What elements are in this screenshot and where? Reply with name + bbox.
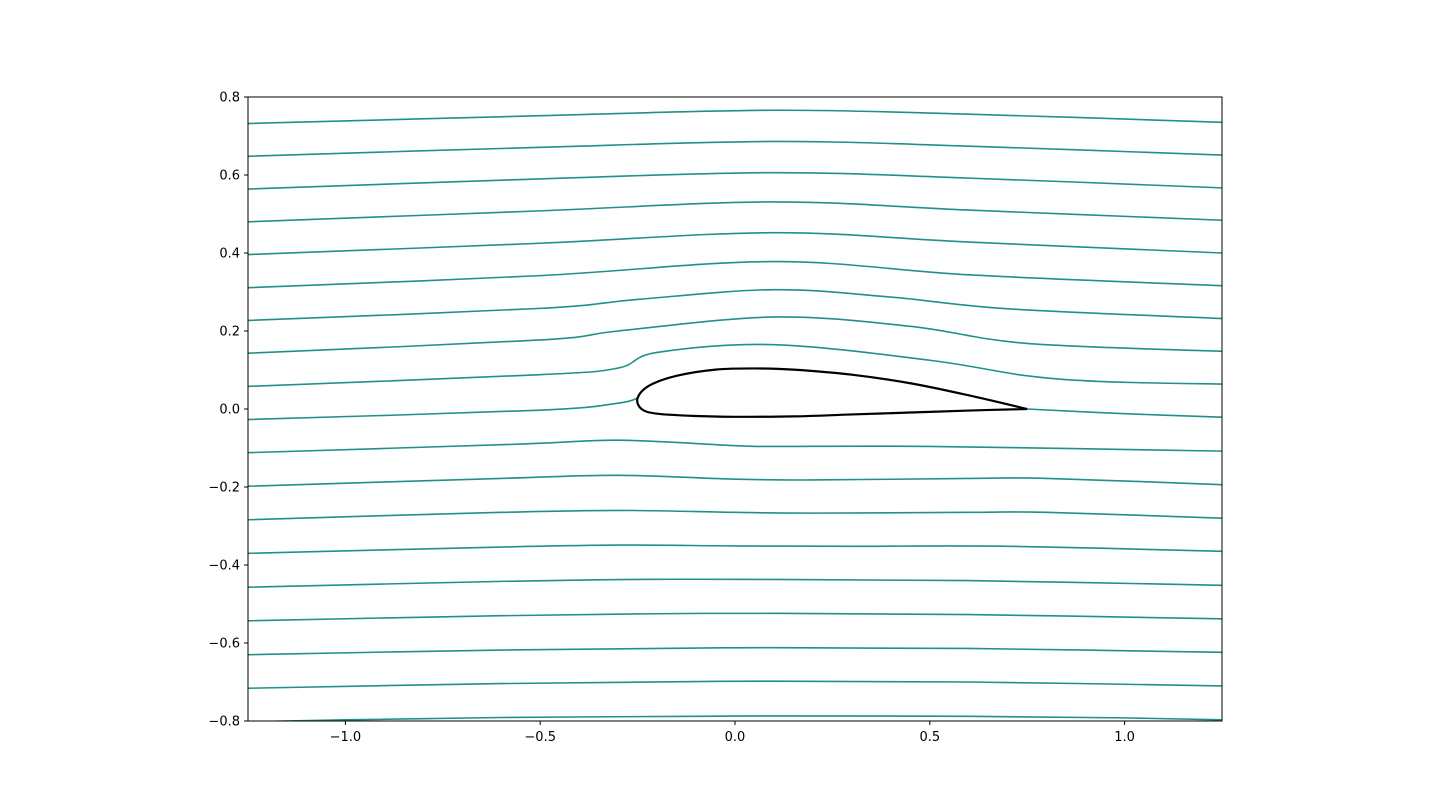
x-tick-label: 0.0 [725, 730, 746, 745]
y-tick-label: 0.0 [219, 403, 240, 418]
y-tick-label: 0.8 [219, 91, 240, 106]
y-tick-label: −0.4 [208, 559, 240, 574]
x-tick-label: −0.5 [524, 730, 556, 745]
x-tick-label: 0.5 [919, 730, 940, 745]
y-tick-label: −0.6 [208, 637, 240, 652]
y-tick-label: −0.8 [208, 715, 240, 730]
x-tick-label: 1.0 [1114, 730, 1135, 745]
y-tick-label: −0.2 [208, 481, 240, 496]
y-tick-label: 0.4 [219, 247, 240, 262]
y-tick-label: 0.6 [219, 169, 240, 184]
y-tick-label: 0.2 [219, 325, 240, 340]
x-tick-label: −1.0 [330, 730, 362, 745]
